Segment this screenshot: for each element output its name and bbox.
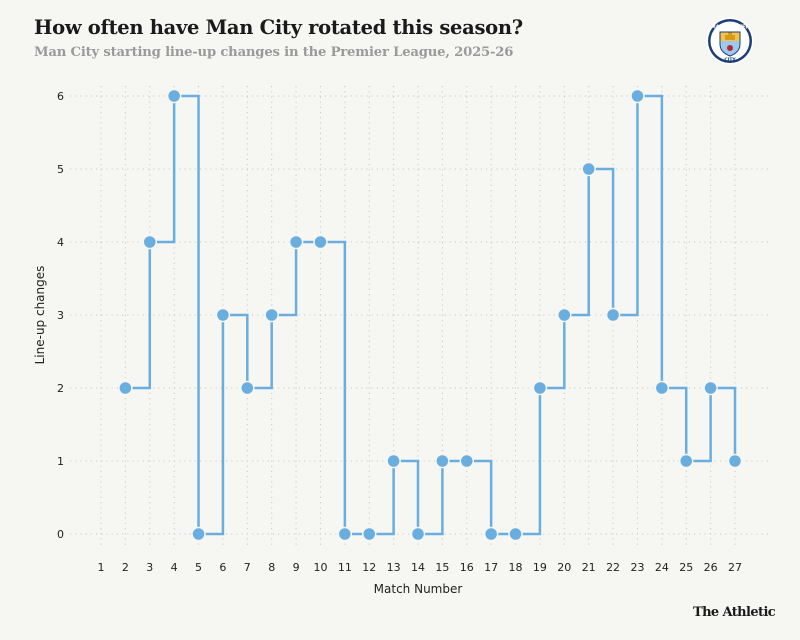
data-point	[557, 307, 572, 323]
x-tick-label: 21	[582, 561, 596, 574]
x-tick-label: 16	[460, 561, 474, 574]
y-tick-label: 3	[57, 309, 64, 322]
x-tick-label: 27	[728, 561, 742, 574]
x-tick-label: 9	[293, 561, 300, 574]
x-tick-label: 14	[411, 561, 425, 574]
x-tick-label: 6	[219, 561, 226, 574]
x-tick-labels: 1 2 3 4 5 6 7 8 9 10 11 12 13 14 15 16 17 18 19 20 21 22 23 24 2…	[98, 561, 743, 574]
logo-text-bottom: CITY	[724, 57, 736, 63]
chart-title: How often have Man City rotated this sea…	[34, 16, 523, 39]
data-point	[386, 453, 401, 469]
y-tick-label: 5	[57, 163, 64, 176]
data-point	[459, 453, 475, 469]
x-tick-label: 24	[655, 561, 669, 574]
data-point	[191, 526, 206, 542]
data-point	[630, 88, 645, 104]
data-point	[166, 88, 182, 104]
data-point	[532, 380, 548, 396]
data-point	[703, 380, 718, 396]
y-tick-label: 1	[57, 455, 64, 468]
x-tick-label: 20	[557, 561, 571, 574]
y-axis-label: Line-up changes	[33, 266, 47, 365]
y-tick-labels: 0 1 2 3 4 5 6	[57, 90, 64, 541]
x-tick-label: 12	[362, 561, 376, 574]
chart-subtitle: Man City starting line-up changes in the…	[34, 45, 514, 60]
logo-text-top: MANCHESTER	[711, 25, 750, 31]
data-point	[727, 453, 743, 469]
the-athletic-logo: The Athletic	[693, 605, 776, 620]
data-point	[118, 380, 133, 396]
x-tick-label: 15	[435, 561, 449, 574]
data-point	[264, 307, 279, 323]
x-tick-label: 3	[146, 561, 153, 574]
data-point	[483, 526, 499, 542]
x-tick-label: 10	[313, 561, 327, 574]
y-tick-label: 6	[57, 90, 64, 103]
x-tick-label: 7	[244, 561, 251, 574]
x-tick-label: 13	[387, 561, 401, 574]
data-point	[337, 526, 353, 542]
x-axis-label: Match Number	[374, 582, 463, 596]
y-tick-label: 0	[57, 528, 64, 541]
x-tick-label: 22	[606, 561, 620, 574]
man-city-crest-icon: MANCHESTER CITY	[706, 17, 754, 65]
x-tick-label: 11	[338, 561, 352, 574]
x-tick-label: 19	[533, 561, 547, 574]
x-tick-label: 5	[195, 561, 202, 574]
data-point	[410, 526, 426, 542]
x-tick-label: 25	[679, 561, 693, 574]
x-tick-label: 17	[484, 561, 498, 574]
series-step-line	[125, 94, 737, 536]
data-point	[288, 234, 304, 250]
data-point	[508, 526, 523, 542]
data-point	[581, 161, 596, 177]
x-tick-label: 8	[268, 561, 275, 574]
data-point	[240, 380, 255, 396]
data-point	[215, 307, 231, 323]
data-point	[142, 234, 158, 250]
data-points	[118, 88, 743, 542]
data-point	[605, 307, 621, 323]
x-tick-label: 23	[630, 561, 644, 574]
y-tick-label: 4	[57, 236, 64, 249]
x-tick-label: 18	[509, 561, 523, 574]
data-point	[313, 234, 328, 250]
data-point	[361, 526, 377, 542]
x-tick-label: 26	[704, 561, 718, 574]
data-point	[435, 453, 450, 469]
x-tick-label: 2	[122, 561, 129, 574]
y-tick-label: 2	[57, 382, 64, 395]
x-tick-label: 4	[171, 561, 178, 574]
x-tick-label: 1	[98, 561, 105, 574]
data-point	[654, 380, 670, 396]
data-point	[678, 453, 694, 469]
